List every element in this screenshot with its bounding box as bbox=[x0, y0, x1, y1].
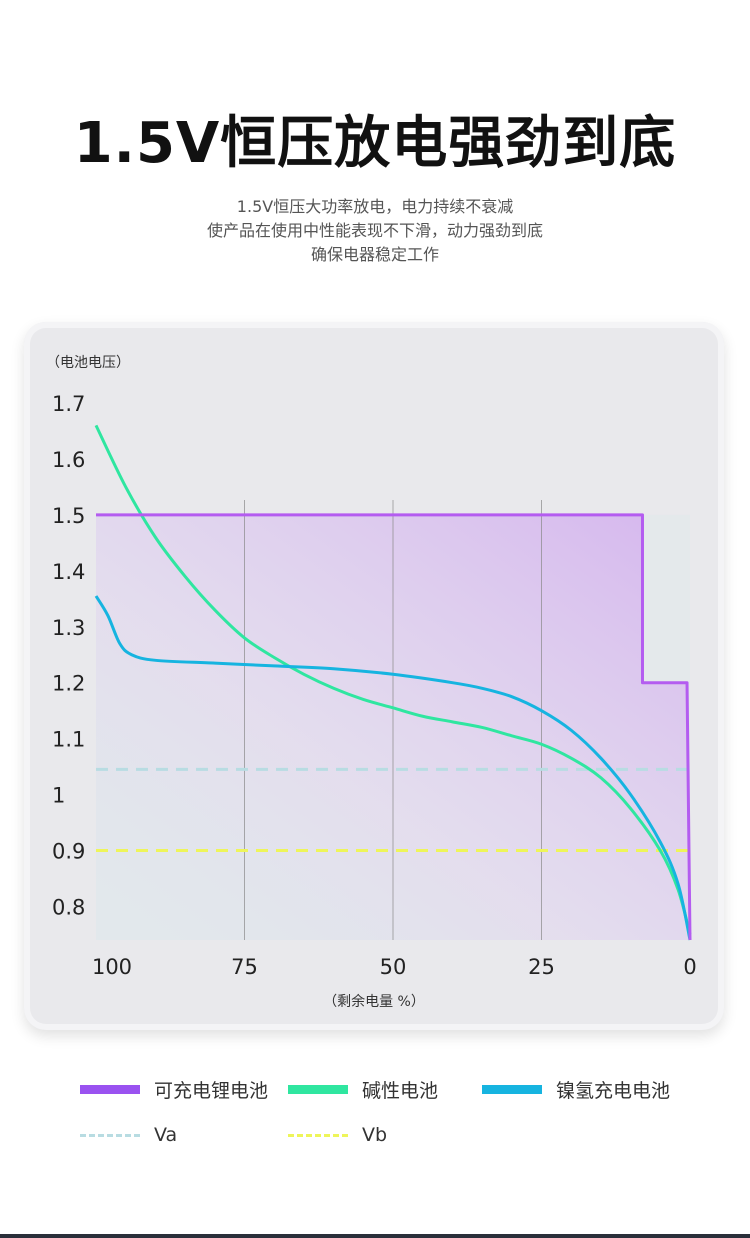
legend-label: 碱性电池 bbox=[362, 1079, 439, 1102]
y-tick-label: 1.3 bbox=[52, 616, 85, 640]
subtitle-line-1: 1.5V恒压大功率放电，电力持续不衰减 bbox=[236, 197, 514, 216]
legend-label: Va bbox=[154, 1124, 178, 1146]
y-tick-label: 1 bbox=[52, 784, 65, 808]
legend-swatch-alkaline bbox=[288, 1084, 348, 1094]
y-tick-label: 1.7 bbox=[52, 392, 85, 416]
subtitle-line-3: 确保电器稳定工作 bbox=[310, 245, 439, 264]
legend-item-vb: Vb bbox=[288, 1120, 387, 1150]
legend-item-va: Va bbox=[80, 1120, 177, 1150]
y-tick-label: 0.8 bbox=[52, 895, 85, 919]
series-line-lithium bbox=[96, 513, 692, 941]
legend-item-alkaline: 碱性电池 bbox=[288, 1074, 438, 1104]
x-tick-label: 75 bbox=[231, 955, 258, 979]
y-tick-label: 1.5 bbox=[52, 504, 85, 528]
legend-label: Vb bbox=[362, 1124, 388, 1146]
y-tick-label: 1.6 bbox=[52, 448, 85, 472]
y-tick-label: 1.4 bbox=[52, 560, 85, 584]
discharge-chart: 1.7 1.6 1.5 1.4 1.3 1.2 1.1 1 0.9 0.8 100 75 50 25 0 （… bbox=[46, 355, 697, 1010]
y-tick-label: 1.2 bbox=[52, 672, 85, 696]
x-tick-label: 0 bbox=[683, 955, 696, 979]
x-axis-label: （剩余电量 %） bbox=[323, 993, 425, 1010]
legend-item-nimh: 镍氢充电电池 bbox=[482, 1074, 670, 1104]
legend-swatch-lithium bbox=[80, 1084, 140, 1094]
y-axis-label: （电池电压） bbox=[46, 355, 130, 371]
legend-label: 可充电锂电池 bbox=[154, 1079, 269, 1102]
legend-swatch-nimh bbox=[482, 1084, 542, 1094]
series-line-alkaline bbox=[94, 424, 692, 935]
subtitle-line-2: 使产品在使用中性能表现不下滑，动力强劲到底 bbox=[206, 221, 543, 240]
legend-label: 镍氢充电电池 bbox=[556, 1079, 671, 1102]
page-title: 1.5V恒压放电强劲到底 bbox=[73, 111, 677, 176]
bottom-divider bbox=[0, 1234, 750, 1238]
x-tick-label: 25 bbox=[528, 955, 555, 979]
legend-item-lithium: 可充电锂电池 bbox=[80, 1074, 268, 1104]
x-tick-label: 100 bbox=[92, 955, 132, 979]
legend-swatch-vb bbox=[288, 1133, 348, 1137]
x-tick-label: 50 bbox=[380, 955, 407, 979]
legend-swatch-va bbox=[80, 1133, 140, 1137]
y-tick-label: 1.1 bbox=[52, 728, 85, 752]
series-line-nimh bbox=[94, 595, 692, 941]
y-tick-label: 0.9 bbox=[52, 840, 85, 864]
